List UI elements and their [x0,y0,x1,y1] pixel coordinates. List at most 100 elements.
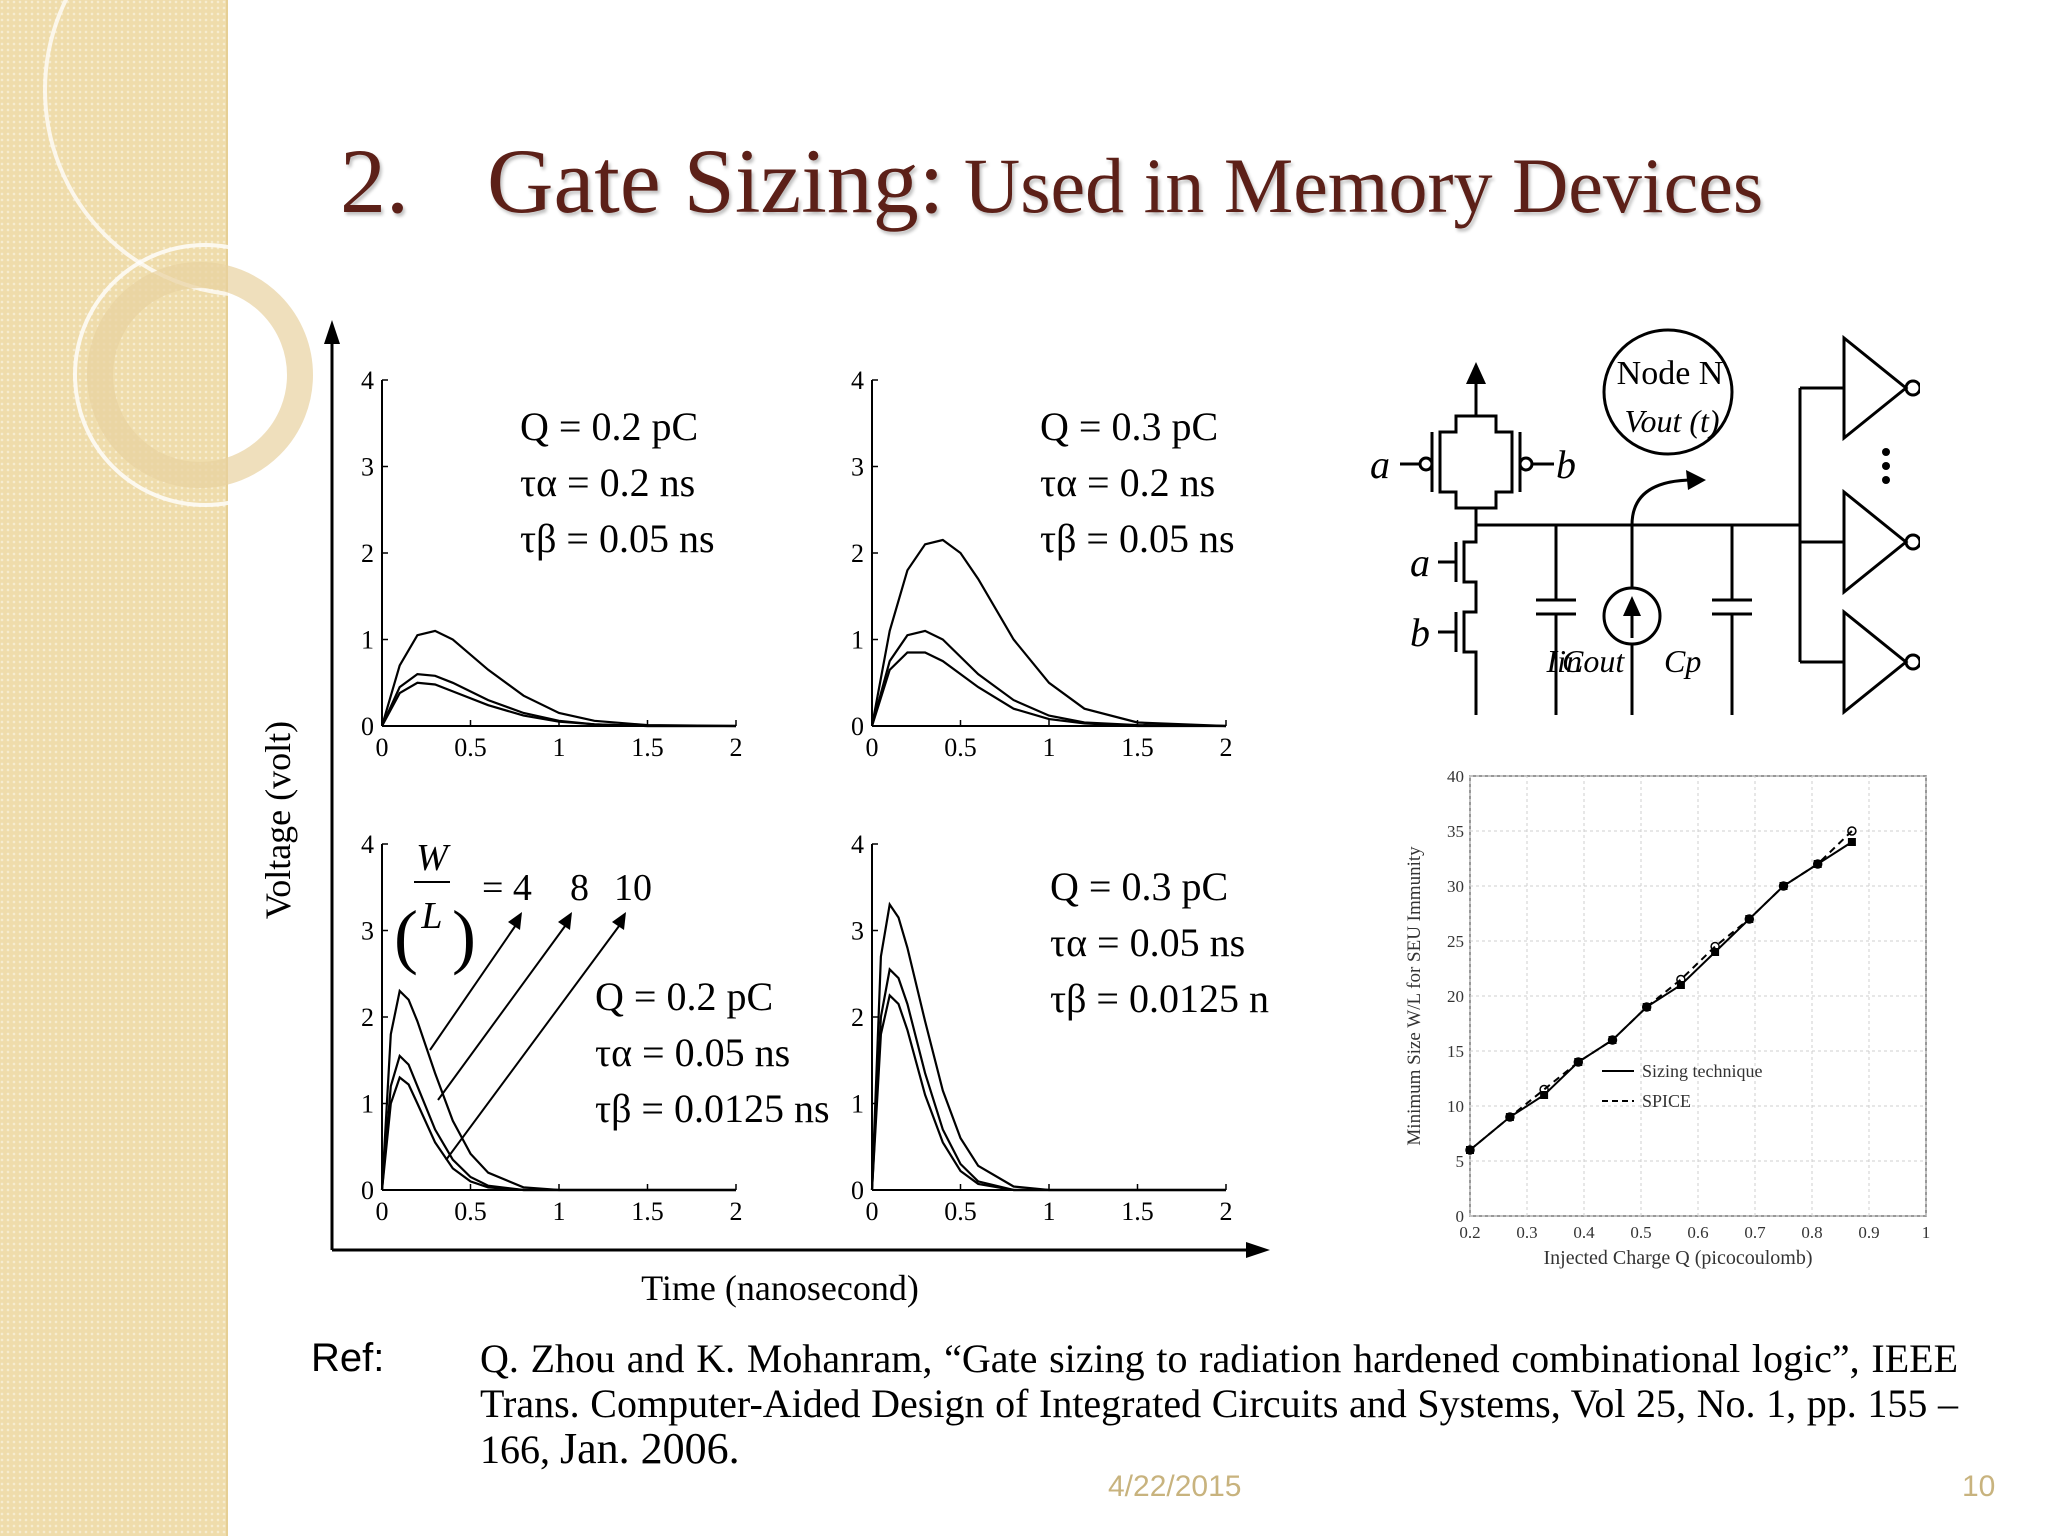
wl-paren-right: ) [452,896,476,976]
y-tick-label: 0 [1456,1207,1465,1226]
node-pointer-arrowhead [1686,470,1706,490]
y-tick-label: 2 [851,1003,864,1032]
panel-charge-label: Q = 0.2 pC [595,974,773,1019]
spice-point [1465,1145,1475,1155]
reference-text: Q. Zhou and K. Mohanram, “Gate sizing to… [480,1336,1958,1472]
spice-point [1539,1084,1549,1095]
y-tick-label: 0 [851,712,864,741]
inverter-1-bubble [1904,379,1920,397]
series-line-2 [380,672,736,728]
x-tick-label: 1 [1922,1223,1931,1242]
wl-arrow-4 [429,921,519,1051]
panel-tau-beta-label: τβ = 0.0125 ns [1050,976,1270,1021]
y-tick-label: 2 [361,1003,374,1032]
wl-arrow-10 [445,921,623,1161]
wl-arrowhead-8 [558,912,572,930]
spice-point [1676,974,1686,985]
x-tick-label: 0.5 [944,1197,977,1226]
reference-body: Q. Zhou and K. Mohanram, “Gate sizing to… [480,1336,1958,1472]
vout-label: Vout (t) [1624,403,1719,439]
x-tick-label: 1.5 [1121,1197,1154,1226]
panel-tau-beta-label: τβ = 0.0125 ns [595,1086,830,1131]
nmos-stack [1462,525,1478,715]
spice-line [1469,830,1853,1151]
y-tick-label: 25 [1447,932,1464,951]
chart-ylabel: Minimum Size W/L for SEU Immunity [1404,846,1425,1146]
series-line-3 [870,993,1226,1192]
x-tick-label: 0.4 [1573,1223,1595,1242]
y-tick-label: 1 [361,1090,374,1119]
series-line-3 [381,681,736,728]
x-tick-label: 0 [376,1197,389,1226]
y-axis-arrowhead [324,320,340,344]
x-tick-label: 0.3 [1516,1223,1537,1242]
x-axis-arrowhead [1246,1242,1270,1258]
inverter-2-bubble [1904,533,1920,551]
y-tick-label: 3 [851,917,864,946]
y-tick-label: 40 [1447,767,1464,786]
x-tick-label: 1 [1043,733,1056,762]
panel-tau-alpha-label: τα = 0.2 ns [520,460,695,505]
x-tick-label: 0.5 [1630,1223,1651,1242]
pmos-a-bubble [1418,456,1434,472]
pmos-b-label: b [1556,442,1576,487]
x-tick-label: 1 [553,733,566,762]
y-tick-label: 30 [1447,877,1464,896]
x-tick-label: 2 [1220,733,1233,762]
sizing-technique-point [1540,1091,1549,1099]
spice-point [1744,914,1755,924]
y-tick-label: 5 [1456,1152,1465,1171]
spice-point [1641,1002,1652,1012]
y-tick-label: 2 [361,539,374,568]
sizing-technique-point [1642,1003,1651,1011]
y-tick-label: 1 [851,1090,864,1119]
nmos-b-label: b [1410,610,1430,655]
x-tick-label: 0.6 [1687,1223,1708,1242]
wl-value-8: 8 [570,867,589,909]
spice-point [1505,1112,1515,1122]
node-n-label: Node N [1617,355,1724,392]
wl-value-4: = 4 [482,867,532,909]
panel-charge-label: Q = 0.3 pC [1050,864,1228,909]
x-tick-label: 1 [1043,1197,1056,1226]
sizing-technique-point [1813,860,1822,868]
x-tick-label: 0 [866,733,879,762]
x-tick-label: 0.9 [1858,1223,1879,1242]
sizing-vs-charge-chart: 0.2 0.3 0.4 0.5 0.6 0.7 0.8 0.9 1051015202530354… [1404,767,1931,1269]
x-tick-label: 1.5 [631,1197,664,1226]
series-line-1 [870,538,1227,728]
x-tick-label: 0.2 [1459,1223,1480,1242]
x-tick-label: 2 [730,733,743,762]
spice-point [1847,826,1857,836]
panel-tau-beta-label: τβ = 0.05 ns [1040,516,1235,561]
inverter-3-bubble [1904,653,1920,671]
slide-title: 2. Gate Sizing: Used in Memory Devices [340,128,1763,234]
series-line-3 [870,651,1226,728]
y-tick-label: 15 [1447,1042,1464,1061]
reference-label: Ref: [311,1336,385,1380]
spice-point [1778,881,1789,891]
voltage-panel-4: 0 0.5 1 1.5 2 0 1 2 3 4 Q = 0.3 pC τα = 0.05 ns τβ =… [851,830,1270,1226]
iin-label: Iin [1545,643,1582,679]
spice-point [1607,1035,1618,1045]
wl-paren-left: ( [394,896,418,976]
y-tick-label: 4 [361,366,374,395]
pmos-a-label: a [1370,442,1390,487]
sizing-technique-point [1676,981,1685,989]
sidebar-edge [226,0,228,1536]
decorative-sidebar [0,0,228,1536]
y-tick-label: 1 [851,626,864,655]
y-tick-label: 4 [851,366,864,395]
y-tick-label: 35 [1447,822,1464,841]
y-tick-label: 20 [1447,987,1464,1006]
chart-legend: Sizing technique SPICE [1602,1061,1762,1111]
decorative-rings [43,0,400,507]
x-tick-label: 0.5 [944,733,977,762]
panel-charge-label: Q = 0.2 pC [520,404,698,449]
x-tick-label: 1.5 [631,733,664,762]
series-line-2 [870,629,1227,728]
x-tick-label: 1.5 [1121,733,1154,762]
voltage-time-figure: Voltage (volt) Time (nanosecond) 0 0.5 1 1.… [258,320,1270,1308]
wl-arrowhead-10 [612,912,626,930]
title-number: 2. [340,130,409,232]
